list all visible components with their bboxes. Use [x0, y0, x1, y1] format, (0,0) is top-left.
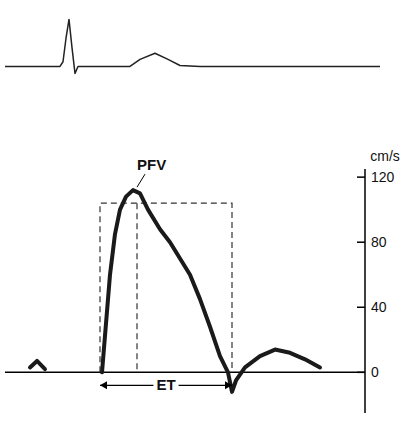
- arrow-head: [225, 381, 232, 389]
- pfv-leader: [137, 174, 145, 187]
- et-label: ET: [156, 376, 175, 393]
- background: [0, 0, 406, 442]
- y-axis-title: cm/s: [370, 148, 400, 164]
- arrow-head: [100, 381, 107, 389]
- figure: 0 40 80 120 cm/s PFV ET: [0, 0, 406, 442]
- y-tick-label: 120: [371, 169, 395, 185]
- zero-line: [5, 372, 365, 374]
- peak-divider: [136, 203, 137, 372]
- y-tick: [357, 241, 365, 243]
- doppler-panel: 0 40 80 120 cm/s PFV ET: [5, 148, 400, 413]
- label-patch: [153, 375, 178, 394]
- y-tick: [357, 307, 365, 309]
- series-group: [5, 19, 380, 73]
- y-tick-label: 40: [371, 299, 387, 315]
- y-axis: [364, 169, 366, 413]
- y-tick-label: 0: [371, 364, 379, 380]
- series-group: [30, 190, 320, 392]
- pfv-label: PFV: [137, 156, 166, 173]
- velocity-trace: [30, 190, 320, 392]
- y-tick-label: 80: [371, 234, 387, 250]
- ecg-trace: [5, 19, 380, 73]
- ecg-panel: [5, 19, 380, 73]
- y-tick: [357, 176, 365, 178]
- ejection-box: [100, 203, 232, 372]
